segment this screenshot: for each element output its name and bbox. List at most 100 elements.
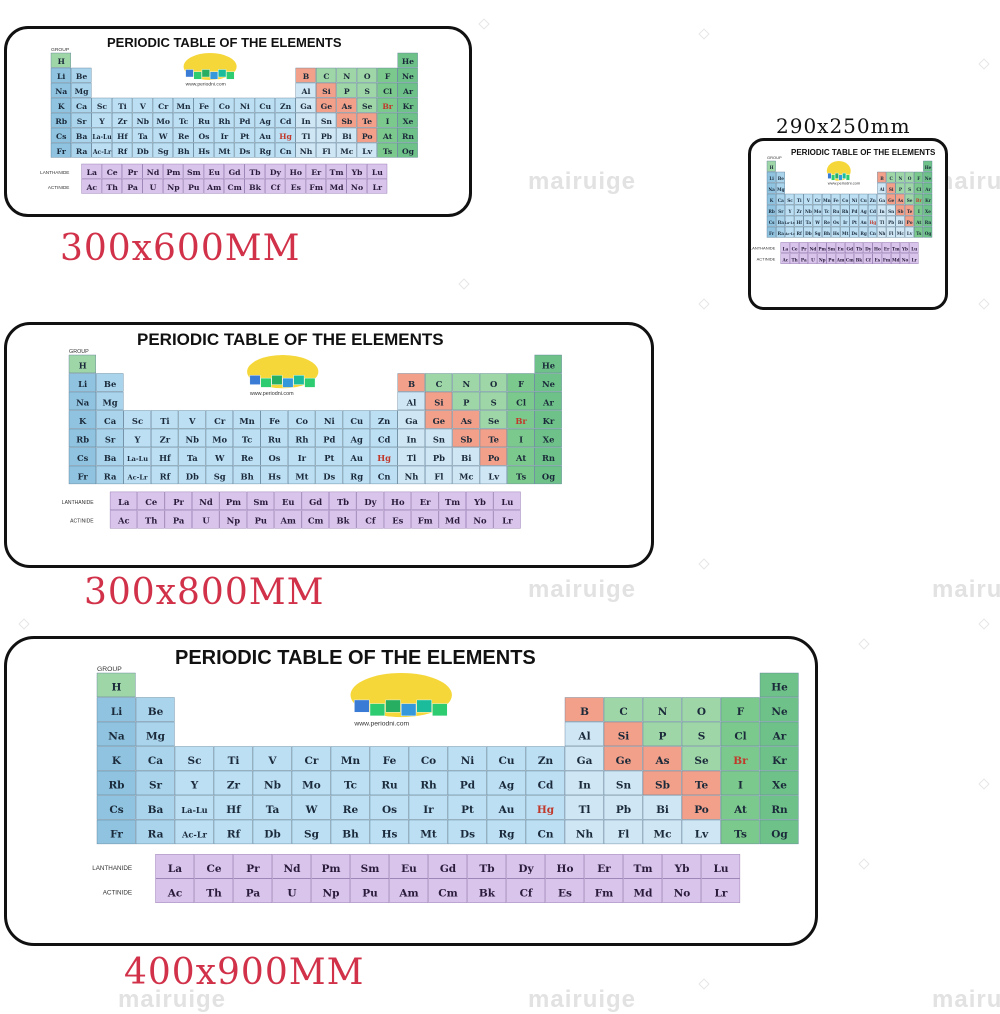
logo-block [226, 71, 235, 80]
element-symbol: Pb [888, 220, 894, 225]
f-block-cell [244, 178, 265, 194]
element-symbol: La-Lu [181, 805, 207, 815]
f-block-cell [863, 242, 873, 254]
element-symbol: Al [406, 397, 417, 407]
element-symbol: Hf [226, 804, 242, 816]
element-symbol: Lu [713, 863, 728, 875]
element-cell [150, 428, 179, 448]
element-symbol: Ni [461, 755, 475, 767]
element-symbol: Cm [308, 516, 324, 526]
element-cell [254, 112, 275, 128]
element-cell [71, 67, 92, 83]
element-symbol: Rn [402, 132, 414, 141]
element-symbol: Rg [259, 147, 271, 156]
f-block-cell [346, 178, 367, 194]
element-symbol: Xe [543, 434, 555, 444]
element-symbol: He [925, 165, 932, 170]
element-cell [564, 697, 604, 722]
element-symbol: Rg [860, 231, 866, 236]
element-cell [776, 171, 786, 183]
f-block-cell [311, 878, 351, 903]
periodic-table-graphic: PERIODIC TABLE OF THE ELEMENTS www.period… [40, 35, 418, 194]
element-cell [642, 770, 682, 796]
element-cell [336, 97, 357, 113]
watermark-text: mairuige [932, 986, 1000, 1013]
element-cell [794, 226, 804, 238]
element-symbol: Ac [167, 887, 183, 899]
element-symbol: Os [382, 804, 397, 816]
element-symbol: Kr [772, 755, 787, 767]
element-symbol: Fl [889, 231, 894, 236]
element-cell [336, 67, 357, 83]
element-symbol: U [150, 183, 157, 192]
element-symbol: Hs [268, 471, 281, 481]
watermark-text: mairuige [528, 986, 637, 1013]
element-cell [356, 142, 377, 158]
element-symbol: Na [76, 397, 90, 407]
website-label: www.periodni.com [353, 721, 409, 728]
element-cell [479, 373, 507, 392]
element-symbol: N [658, 706, 668, 718]
element-symbol: Zn [378, 416, 390, 426]
f-block-cell [584, 878, 624, 903]
f-block-cell [137, 491, 165, 510]
element-symbol: Pu [255, 516, 267, 526]
element-cell [193, 97, 214, 113]
element-symbol: Er [597, 863, 611, 875]
element-cell [316, 97, 337, 113]
element-symbol: Eu [401, 863, 417, 875]
element-cell [356, 67, 377, 83]
element-symbol: O [364, 72, 371, 81]
element-cell [288, 410, 316, 429]
f-block-cell [900, 242, 910, 254]
element-symbol: Sc [787, 198, 793, 203]
f-block-cell [162, 178, 184, 194]
element-cell [849, 226, 859, 238]
element-cell [525, 819, 565, 845]
element-cell [291, 770, 331, 796]
element-symbol: Si [889, 187, 894, 192]
f-block-cell [246, 510, 275, 529]
element-symbol: Cl [383, 87, 392, 96]
f-block-cell [305, 163, 326, 179]
element-symbol: Tb [249, 168, 261, 177]
element-symbol: Lu [911, 246, 917, 251]
element-cell [291, 746, 331, 771]
element-cell [486, 819, 526, 845]
element-symbol: Br [382, 102, 393, 111]
element-cell [254, 127, 275, 143]
element-cell [260, 465, 288, 485]
element-cell [479, 465, 507, 485]
element-symbol: Rb [768, 209, 774, 214]
element-symbol: Ba [778, 220, 785, 225]
f-block-cell [101, 178, 122, 194]
element-cell [377, 97, 398, 113]
f-block-cell [219, 491, 247, 510]
element-symbol: O [697, 706, 706, 718]
element-symbol: O [908, 176, 912, 181]
f-block-cell [137, 510, 165, 529]
element-symbol: Pm [818, 246, 826, 251]
element-symbol: Ti [797, 198, 802, 203]
element-symbol: Sb [341, 117, 353, 126]
f-block-cell [662, 878, 702, 903]
element-symbol: Am [398, 887, 418, 899]
element-cell [316, 112, 337, 128]
element-cell [91, 97, 112, 113]
f-block-cell [881, 253, 891, 265]
element-symbol: Es [291, 183, 302, 192]
element-cell [794, 193, 804, 205]
element-cell [425, 391, 453, 411]
element-symbol: Mt [295, 471, 308, 481]
element-symbol: Xe [772, 780, 787, 792]
element-cell [295, 67, 316, 83]
element-symbol: Rf [118, 147, 128, 156]
element-symbol: Sc [97, 102, 108, 111]
element-symbol: Bi [342, 132, 351, 141]
element-cell [776, 215, 786, 227]
element-symbol: Bh [824, 231, 831, 236]
f-block-cell [219, 510, 247, 529]
element-symbol: N [343, 72, 350, 81]
element-symbol: Ag [350, 434, 363, 444]
element-cell [213, 746, 253, 771]
